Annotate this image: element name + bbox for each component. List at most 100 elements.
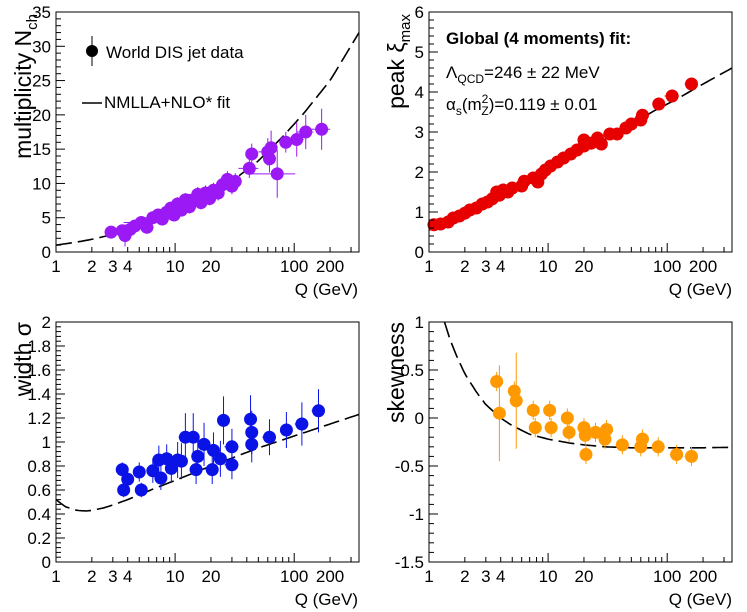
fit-curve <box>56 413 359 512</box>
y-axis-label: skewness <box>383 322 409 423</box>
data-point <box>197 437 211 451</box>
data-point <box>579 447 593 461</box>
data-point <box>242 161 256 175</box>
data-point <box>160 452 174 466</box>
data-point <box>228 174 242 188</box>
x-tick-label: 3 <box>108 257 117 276</box>
x-tick-label: 100 <box>653 567 681 586</box>
y-tick-label: 1.8 <box>27 337 51 356</box>
data-point <box>115 463 129 477</box>
x-tick-label: 100 <box>653 257 681 276</box>
data-point <box>186 430 200 444</box>
x-tick-label: 100 <box>280 257 308 276</box>
data-point <box>600 423 614 437</box>
legend-label-fit: NMLLA+NLO* fit <box>104 93 230 112</box>
y-tick-label: 0 <box>415 243 424 262</box>
y-tick-label: 2 <box>42 313 51 332</box>
x-tick-label: 10 <box>539 257 558 276</box>
annotation-lambda: ΛQCD=246 ± 22 MeV <box>446 63 600 86</box>
data-point <box>264 141 278 155</box>
data-point <box>526 403 540 417</box>
x-axis-label: Q (GeV) <box>295 280 358 299</box>
data-point <box>290 133 304 147</box>
y-tick-label: 10 <box>32 174 51 193</box>
data-point <box>665 89 679 103</box>
y-tick-label: 0.5 <box>400 361 424 380</box>
y-tick-label: 1.4 <box>27 385 51 404</box>
data-point <box>562 425 576 439</box>
data-point <box>651 440 665 454</box>
x-tick-label: 2 <box>460 567 469 586</box>
annotation-title: Global (4 moments) fit: <box>446 29 631 48</box>
x-tick-label: 4 <box>496 257 505 276</box>
data-point <box>244 412 258 426</box>
y-tick-label: 1 <box>415 313 424 332</box>
x-tick-label: 1 <box>51 567 60 586</box>
data-point <box>560 411 574 425</box>
x-tick-label: 200 <box>689 257 717 276</box>
y-tick-label: 15 <box>32 140 51 159</box>
y-tick-label: -1.5 <box>395 553 424 572</box>
data-point <box>490 375 504 389</box>
x-tick-label: 4 <box>496 567 505 586</box>
legend: World DIS jet data NMLLA+NLO* fit <box>82 36 244 112</box>
y-tick-label: 0.2 <box>27 529 51 548</box>
x-axis-label: Q (GeV) <box>669 280 732 299</box>
data-point <box>492 406 506 420</box>
fit-curve <box>443 322 732 449</box>
x-tick-label: 20 <box>201 257 220 276</box>
y-tick-label: 1.6 <box>27 361 51 380</box>
x-tick-label: 200 <box>316 257 344 276</box>
x-axis-label: Q (GeV) <box>669 590 732 609</box>
y-axis-label: multiplicity Nch <box>10 14 41 159</box>
data-point <box>279 423 293 437</box>
data-point <box>315 122 329 136</box>
plot-frame <box>55 11 360 253</box>
x-tick-label: 1 <box>51 257 60 276</box>
data-point <box>245 425 259 439</box>
fit-annotation: Global (4 moments) fit: ΛQCD=246 ± 22 Me… <box>446 29 631 118</box>
y-tick-label: -0.5 <box>395 457 424 476</box>
panel-skewness: 1 2 3 4 10 20 100 200 -1.5 -1 -0.5 0 0.5 1 skewness Q… <box>383 313 733 609</box>
data-point <box>154 471 168 485</box>
plot-frame <box>428 321 733 563</box>
data-point <box>117 483 131 497</box>
data-point <box>615 438 629 452</box>
data-point <box>598 432 612 446</box>
data-point <box>543 403 557 417</box>
data-point <box>132 465 146 479</box>
y-tick-label: 0.4 <box>27 505 51 524</box>
y-tick-label: 30 <box>32 37 51 56</box>
data-point <box>270 167 284 181</box>
data-point <box>121 472 135 486</box>
y-tick-label: 1 <box>415 203 424 222</box>
y-tick-label: 1.2 <box>27 409 51 428</box>
data-point <box>225 458 239 472</box>
data-point <box>262 430 276 444</box>
x-tick-label: 3 <box>108 567 117 586</box>
y-tick-label: 1 <box>42 433 51 452</box>
data-point <box>174 454 188 468</box>
y-tick-label: -1 <box>409 505 424 524</box>
y-tick-label: 6 <box>415 3 424 22</box>
legend-label-data: World DIS jet data <box>106 43 244 62</box>
data-point <box>279 135 293 149</box>
data-point <box>312 404 326 418</box>
data-point <box>588 425 602 439</box>
x-tick-label: 4 <box>123 567 132 586</box>
data-point <box>299 125 313 139</box>
y-tick-label: 5 <box>415 43 424 62</box>
x-tick-label: 4 <box>123 257 132 276</box>
x-tick-label: 2 <box>87 257 96 276</box>
y-tick-label: 0 <box>42 553 51 572</box>
data-point <box>134 483 148 497</box>
y-tick-label: 25 <box>32 72 51 91</box>
x-tick-label: 2 <box>87 567 96 586</box>
data-point <box>544 421 558 435</box>
y-tick-label: 4 <box>415 83 424 102</box>
y-tick-label: 20 <box>32 106 51 125</box>
x-tick-label: 200 <box>689 567 717 586</box>
x-tick-label: 2 <box>460 257 469 276</box>
data-point <box>217 413 231 427</box>
